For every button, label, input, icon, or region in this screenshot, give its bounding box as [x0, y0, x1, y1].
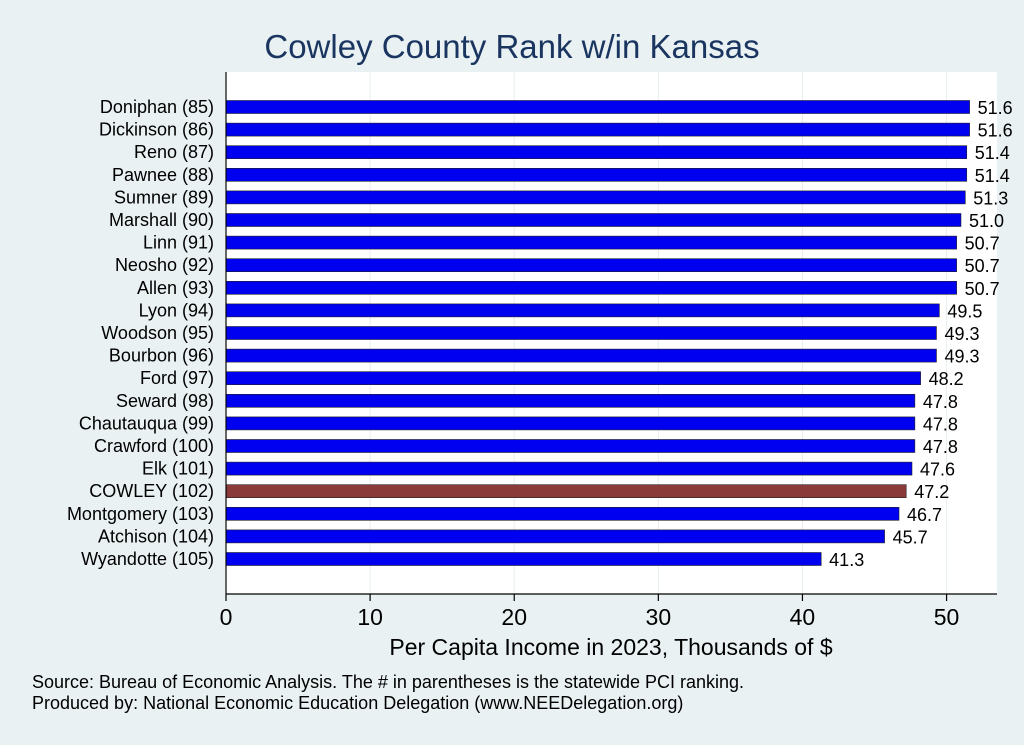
- category-label: Wyandotte (105): [81, 549, 214, 569]
- bar: [225, 258, 957, 273]
- category-label: Atchison (104): [98, 526, 214, 546]
- bar: [225, 371, 921, 386]
- category-label: Elk (101): [142, 459, 214, 479]
- data-label: 47.2: [914, 482, 949, 502]
- footer: Source: Bureau of Economic Analysis. The…: [32, 672, 744, 714]
- data-label: 47.8: [923, 414, 958, 434]
- data-label: 46.7: [907, 505, 942, 525]
- bar: [225, 552, 822, 566]
- category-label: Pawnee (88): [112, 165, 214, 185]
- bar: [225, 529, 885, 544]
- bar: [225, 506, 900, 521]
- category-label: Crawford (100): [94, 436, 214, 456]
- category-label: Neosho (92): [115, 255, 214, 275]
- data-label: 50.7: [965, 256, 1000, 276]
- produced-by-note: Produced by: National Economic Education…: [32, 693, 684, 713]
- data-label: 51.6: [978, 121, 1013, 141]
- data-label: 49.3: [944, 347, 979, 367]
- bar: [225, 484, 907, 499]
- bar: [225, 393, 916, 408]
- data-label: 47.8: [923, 392, 958, 412]
- x-axis-label: Per Capita Income in 2023, Thousands of …: [389, 634, 833, 660]
- category-label: Sumner (89): [114, 187, 214, 207]
- x-tick-label: 40: [790, 604, 816, 630]
- category-label: Chautauqua (99): [79, 413, 214, 433]
- category-label: Seward (98): [116, 391, 214, 411]
- bar: [225, 348, 937, 363]
- x-tick-label: 50: [934, 604, 960, 630]
- bar: [225, 168, 968, 182]
- x-tick-label: 10: [357, 604, 383, 630]
- data-label: 51.6: [978, 98, 1013, 118]
- chart-title: Cowley County Rank w/in Kansas: [264, 28, 760, 65]
- data-label: 49.3: [944, 324, 979, 344]
- category-label: Bourbon (96): [109, 346, 214, 366]
- category-label: Marshall (90): [109, 210, 214, 230]
- data-label: 51.0: [969, 211, 1004, 231]
- data-label: 47.6: [920, 460, 955, 480]
- x-tick-label: 20: [501, 604, 527, 630]
- category-label: Ford (97): [140, 368, 214, 388]
- category-label: Dickinson (86): [99, 120, 214, 140]
- category-label: Allen (93): [137, 278, 214, 298]
- x-tick-label: 30: [646, 604, 672, 630]
- category-label: Lyon (94): [139, 300, 214, 320]
- data-label: 41.3: [829, 550, 864, 570]
- data-label: 47.8: [923, 437, 958, 457]
- category-label: Woodson (95): [101, 323, 214, 343]
- bar: [225, 145, 968, 159]
- bar: [225, 190, 966, 205]
- bar: [225, 303, 940, 318]
- data-label: 48.2: [929, 369, 964, 389]
- data-label: 49.5: [947, 301, 982, 321]
- bar: [225, 213, 962, 227]
- data-label: 51.3: [973, 188, 1008, 208]
- category-label: Linn (91): [143, 233, 214, 253]
- data-label: 50.7: [965, 234, 1000, 254]
- category-label: Reno (87): [134, 142, 214, 162]
- source-note: Source: Bureau of Economic Analysis. The…: [32, 672, 745, 692]
- bar: [225, 439, 916, 453]
- bar: [225, 122, 970, 137]
- x-tick-label: 0: [220, 604, 233, 630]
- data-label: 51.4: [975, 166, 1010, 186]
- category-label: Doniphan (85): [100, 97, 214, 117]
- data-label: 50.7: [965, 279, 1000, 299]
- data-label: 45.7: [893, 527, 928, 547]
- bar: [225, 416, 916, 431]
- bar: [225, 280, 957, 295]
- bar: [225, 100, 970, 114]
- category-label: Montgomery (103): [67, 504, 214, 524]
- bar: [225, 326, 937, 340]
- bar: [225, 461, 913, 476]
- bar: [225, 235, 957, 250]
- data-label: 51.4: [975, 143, 1010, 163]
- category-label: COWLEY (102): [89, 481, 214, 501]
